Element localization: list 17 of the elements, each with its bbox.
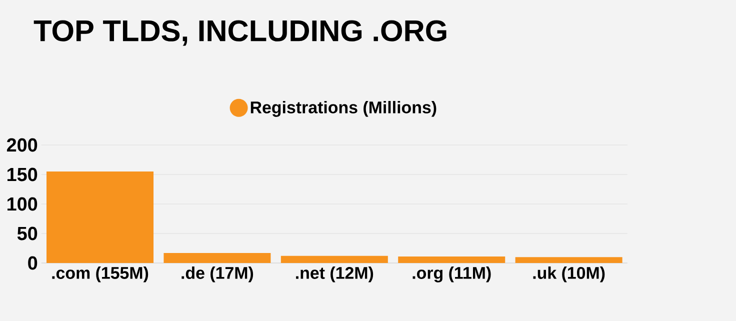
bar (280, 256, 388, 263)
x-tick-label: .net (12M) (296, 266, 374, 282)
chart-title: TOP TLDS, INCLUDING .ORG (34, 20, 446, 46)
bar (515, 257, 622, 263)
y-tick-label: 150 (7, 168, 38, 182)
y-tick-label: 200 (6, 138, 38, 152)
x-tick-label: .uk (10M) (533, 266, 605, 282)
x-tick-label: .org (11M) (412, 266, 491, 282)
y-tick-label: 0 (28, 256, 38, 270)
y-tick-label: 100 (7, 197, 38, 211)
x-tick-label: .com (155M) (52, 266, 148, 282)
bar (398, 256, 506, 263)
y-tick-label: 50 (17, 226, 38, 240)
bar (164, 252, 271, 263)
legend-label: Registrations (Millions) (250, 100, 436, 117)
bar (46, 172, 154, 263)
x-tick-label: .de (17M) (182, 266, 254, 282)
